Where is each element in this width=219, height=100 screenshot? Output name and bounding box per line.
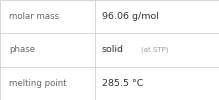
Text: (at STP): (at STP)	[141, 47, 169, 53]
Text: melting point: melting point	[9, 79, 66, 88]
Text: phase: phase	[9, 46, 35, 54]
Text: 96.06 g/mol: 96.06 g/mol	[102, 12, 159, 21]
Text: solid: solid	[102, 46, 124, 54]
Text: molar mass: molar mass	[9, 12, 59, 21]
Text: 285.5 °C: 285.5 °C	[102, 79, 143, 88]
